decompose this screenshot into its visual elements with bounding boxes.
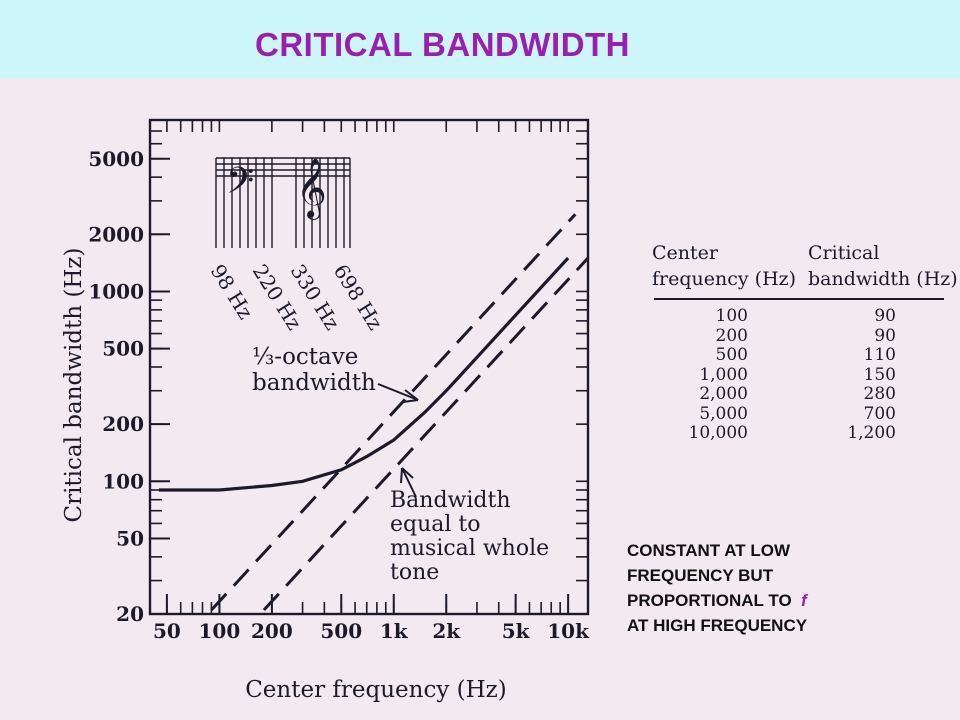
bandwidth-table: Center frequency (Hz) Critical bandwidth… [650,240,958,470]
x-tick-label: 5k [502,619,531,643]
table-cell-critical-bandwidth: 90 [874,306,896,326]
x-tick-label: 50 [153,619,181,643]
summary-note: CONSTANT AT LOW FREQUENCY BUT PROPORTION… [627,538,947,638]
annotation-arrow-third-octave [377,383,419,401]
table-cell-critical-bandwidth: 110 [863,345,896,365]
table-cell-center-frequency: 1,000 [699,364,748,385]
title-bar: CRITICAL BANDWIDTH [0,0,960,78]
table-cell-critical-bandwidth: 1,200 [847,423,896,443]
table-header-rule [654,298,944,300]
x-tick-label: 200 [251,619,293,643]
table-cell-critical-bandwidth: 700 [863,403,896,424]
label-group: 50 100 200 500 1k 2k 5k 10k 20 50 100 200 500 1000 200… [61,147,590,703]
annotation-whole-tone-line: musical whole [390,536,549,561]
y-tick-label: 100 [102,469,144,493]
x-axis-label: Center frequency (Hz) [245,677,507,703]
y-tick-label: 5000 [88,147,144,171]
note-line-4: AT HIGH FREQUENCY [627,616,808,635]
annotation-whole-tone-line: Bandwidth [390,488,511,513]
table-cell-center-frequency: 5,000 [699,403,748,424]
note-line-1: CONSTANT AT LOW [627,541,791,560]
annotation-arrow-whole-tone [401,467,417,498]
chart-frame [148,118,590,616]
annotation-third-octave-line: ⅓-octave [252,344,358,370]
x-tick-label: 2k [432,619,461,643]
series-line-2 [210,213,577,612]
table-header-center-frequency: Center frequency (Hz) [652,242,797,290]
x-tick-label: 100 [199,619,241,643]
y-tick-label: 200 [102,412,144,436]
annotation-arrowhead-whole-tone [400,467,414,484]
annotation-third-octave-line: bandwidth [252,370,376,396]
note-line-3-text: PROPORTIONAL TO [627,591,792,610]
note-frequency-symbol: f [801,591,807,610]
annotation-whole-tone-line: equal to [390,512,481,537]
table-cell-center-frequency: 200 [715,325,748,346]
series-group [158,213,590,612]
y-tick-label: 500 [102,337,144,361]
treble-clef-icon: 𝄞 [296,158,327,220]
table-cell-critical-bandwidth: 150 [863,364,896,385]
note-line-2: FREQUENCY BUT [627,566,774,585]
y-axis-label: Critical bandwidth (Hz) [61,247,87,522]
annotation-arrowhead-third-octave [402,389,419,403]
series-line-1 [158,256,570,492]
table-header-critical-bandwidth: Critical bandwidth (Hz) [808,242,958,290]
x-tick-label: 10k [547,619,590,643]
bass-clef-icon: 𝄢 [226,160,254,211]
x-tick-label: 500 [320,619,362,643]
table-cell-center-frequency: 500 [715,345,748,365]
y-tick-label: 1000 [88,279,144,303]
annotation-whole-tone-line: tone [390,560,439,585]
staff-frequency-label: 98 Hz [206,260,258,323]
table-cell-center-frequency: 10,000 [688,423,748,443]
y-tick-label: 20 [116,602,144,626]
page-title: CRITICAL BANDWIDTH [255,26,631,63]
table-cell-critical-bandwidth: 90 [874,325,896,346]
series-line-3 [262,256,590,612]
note-line-3: PROPORTIONAL TO f [627,588,947,613]
table-cell-center-frequency: 2,000 [699,384,748,404]
table-cell-critical-bandwidth: 280 [863,384,896,404]
y-tick-label: 2000 [88,222,144,246]
table-cell-center-frequency: 100 [715,306,748,326]
x-tick-label: 1k [380,619,409,643]
y-tick-label: 50 [116,526,144,550]
